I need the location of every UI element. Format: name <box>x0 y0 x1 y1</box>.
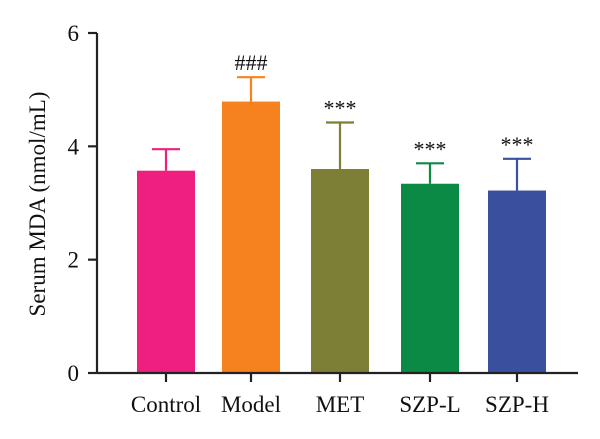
y-tick-label: 4 <box>68 134 80 159</box>
error-bars-layer <box>152 76 531 191</box>
y-ticks-layer: 0 2 4 6 <box>68 21 519 386</box>
y-tick-label: 0 <box>68 361 80 386</box>
x-tick-label: MET <box>316 392 365 417</box>
significance-label: ### <box>235 50 268 75</box>
x-tick-label: Model <box>221 392 281 417</box>
x-tick-label: SZP-H <box>485 392 549 417</box>
y-tick-label: 6 <box>68 21 80 46</box>
x-category-labels-layer: Control Model MET SZP-L SZP-H <box>131 392 549 417</box>
significance-label: *** <box>414 136 447 161</box>
significance-label: *** <box>501 132 534 157</box>
annotations-layer: ### *** *** *** <box>235 50 534 161</box>
x-tick-label: SZP-L <box>399 392 460 417</box>
bar-met <box>311 169 369 373</box>
bar-szp-l <box>401 183 459 373</box>
bar-control <box>137 170 195 373</box>
significance-label: *** <box>324 96 357 121</box>
bar-model <box>222 101 280 374</box>
bar-szp-h <box>488 190 546 373</box>
bars-layer <box>137 101 546 374</box>
x-tick-label: Control <box>131 392 201 417</box>
y-axis-title: Serum MDA (nmol/mL) <box>25 92 50 317</box>
axes-layer <box>95 33 578 375</box>
y-axis-title-group: Serum MDA (nmol/mL) <box>25 92 50 317</box>
y-tick-label: 2 <box>68 248 80 273</box>
